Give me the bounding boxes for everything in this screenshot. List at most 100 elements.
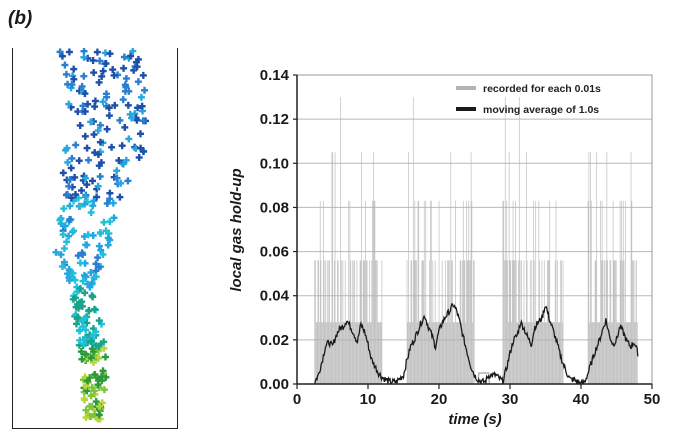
bubble-marker <box>96 173 104 180</box>
bubble-marker-v <box>83 90 87 98</box>
bubble-marker-v <box>64 222 67 230</box>
bubble-marker-v <box>66 190 69 198</box>
bubble-marker-v <box>75 288 79 296</box>
bubble-marker <box>87 412 95 420</box>
bubble-marker-v <box>117 157 120 164</box>
bubble-marker-v <box>71 269 75 277</box>
bubble-marker <box>84 377 91 385</box>
bubble-marker-v <box>140 102 144 110</box>
bubble-marker-v <box>93 103 96 111</box>
bubble-marker-v <box>107 241 110 249</box>
bubble-marker-v <box>68 48 71 56</box>
bubble-marker <box>73 288 81 296</box>
bubble-marker <box>102 353 109 361</box>
bubble-marker-v <box>118 116 122 124</box>
legend-swatch-average <box>456 107 476 111</box>
bubble-marker-v <box>81 277 85 285</box>
bubble-marker <box>91 149 99 157</box>
bubble-marker-v <box>95 185 98 193</box>
y-tick-label: 0.14 <box>260 67 290 84</box>
bubble-marker <box>106 218 114 226</box>
bubble-marker <box>83 313 91 321</box>
bubble-marker-v <box>92 325 95 333</box>
bubble-marker-v <box>98 317 101 325</box>
bubble-marker-v <box>69 103 73 111</box>
bubble-marker-v <box>92 131 96 138</box>
bubble-marker-v <box>90 279 94 287</box>
bubble-marker <box>69 295 77 303</box>
bubble-marker <box>78 355 86 363</box>
bubble-marker-v <box>133 110 136 118</box>
bubble-marker-v <box>87 410 90 418</box>
bubble-marker-v <box>88 374 91 382</box>
bubble-marker-v <box>82 53 86 61</box>
bubble-marker <box>94 415 102 423</box>
bubble-marker <box>93 185 101 193</box>
bubble-marker <box>91 351 99 359</box>
bubble-marker-v <box>91 202 94 210</box>
bubble-scatter-icon <box>52 48 149 423</box>
bubble-marker-v <box>62 205 65 213</box>
bubble-marker <box>75 341 83 349</box>
panel-label: (b) <box>8 8 33 29</box>
bubble-marker <box>71 173 79 181</box>
bubble-marker <box>66 176 74 183</box>
bubble-marker-v <box>129 110 132 118</box>
bubble-marker <box>72 141 80 149</box>
bubble-marker-v <box>99 173 102 180</box>
bubble-marker <box>98 376 106 384</box>
bubble-marker-v <box>125 75 128 82</box>
bubble-marker-v <box>72 75 75 83</box>
bubble-marker <box>141 86 148 94</box>
bubble-marker <box>106 189 114 197</box>
bubble-marker-v <box>100 72 103 80</box>
bubble-marker-v <box>91 57 95 64</box>
bubble-marker-v <box>82 72 85 80</box>
bubble-marker-v <box>97 263 100 271</box>
bubble-marker-v <box>93 387 96 395</box>
bubble-marker-v <box>112 71 116 79</box>
bubble-marker <box>81 259 89 267</box>
bubble-marker-v <box>101 399 104 407</box>
bubble-marker-v <box>80 187 83 194</box>
bubble-marker-v <box>84 174 87 182</box>
bubble-marker-v <box>74 311 77 319</box>
bubble-marker <box>91 305 98 313</box>
bubble-marker <box>115 157 123 164</box>
bubble-marker-v <box>123 123 126 131</box>
bubble-marker <box>88 345 96 353</box>
bubble-marker <box>94 182 102 190</box>
bubble-marker <box>125 54 133 62</box>
bubble-marker <box>61 61 69 69</box>
bubble-marker-v <box>96 182 100 190</box>
bubble-marker <box>99 251 107 258</box>
bubble-marker-v <box>90 354 93 362</box>
bubble-marker-v <box>108 50 112 58</box>
bubble-marker-v <box>79 285 82 292</box>
bubble-marker <box>95 263 103 271</box>
bubble-marker-v <box>100 159 103 167</box>
bubble-marker <box>72 191 79 198</box>
bubble-marker-v <box>82 176 85 184</box>
bubble-marker <box>117 179 125 187</box>
bubble-marker <box>82 350 90 358</box>
bubble-marker <box>71 294 79 302</box>
bubble-marker <box>67 164 75 172</box>
bubble-marker <box>95 242 103 250</box>
bubble-marker <box>56 48 64 56</box>
bubble-marker-v <box>111 66 114 74</box>
bubble-marker <box>81 289 89 297</box>
bubble-marker-v <box>66 270 69 278</box>
bubble-marker <box>100 386 108 394</box>
bubble-marker-v <box>90 337 93 345</box>
bubble-marker <box>134 78 142 86</box>
bubble-marker-v <box>107 234 110 242</box>
bubble-marker <box>102 60 110 67</box>
bubble-marker <box>69 72 77 80</box>
bubble-marker-v <box>141 117 145 125</box>
bubble-marker <box>58 263 66 270</box>
bubble-marker <box>79 316 87 324</box>
bubble-marker <box>120 64 128 72</box>
bubble-marker <box>132 144 140 152</box>
bubble-marker-v <box>99 246 102 254</box>
